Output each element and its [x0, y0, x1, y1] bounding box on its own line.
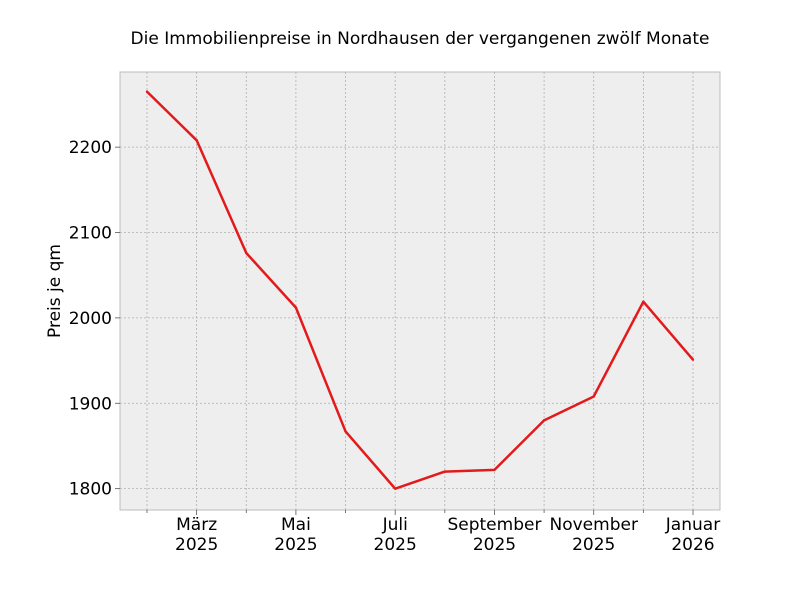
y-tick-label: 2000 [69, 309, 112, 329]
x-tick-label-year: 2025 [374, 535, 417, 555]
data-point [195, 139, 198, 142]
data-point [294, 306, 298, 309]
x-tick-label: September [447, 515, 541, 535]
y-axis-label: Preis je qm [45, 244, 65, 338]
chart-title: Die Immobilienpreise in Nordhausen der v… [131, 29, 710, 49]
price-line [146, 90, 694, 490]
data-point [642, 300, 645, 303]
data-point [542, 419, 546, 422]
x-tick-label-year: 2025 [175, 535, 218, 555]
x-tick-label: November [550, 515, 638, 535]
x-tick-label: Januar [665, 515, 720, 535]
x-tick-label: Mai [281, 515, 311, 535]
axis-ticks: 18001900200021002200März2025Mai2025Juli2… [69, 138, 720, 555]
x-tick-label: Juli [382, 515, 408, 535]
y-tick-label: 1800 [69, 480, 112, 500]
data-point [344, 430, 347, 433]
data-point [443, 470, 447, 473]
x-tick-label-year: 2026 [671, 535, 714, 555]
data-point [245, 251, 248, 255]
x-tick-label-year: 2025 [473, 535, 516, 555]
y-tick-label: 2200 [69, 138, 112, 158]
y-tick-label: 2100 [69, 224, 112, 244]
x-tick-label-year: 2025 [572, 535, 615, 555]
data-point [493, 468, 496, 472]
data-point [691, 358, 695, 361]
y-tick-label: 1900 [69, 394, 112, 414]
grid [120, 72, 720, 510]
data-point [592, 395, 595, 398]
x-tick-label-year: 2025 [274, 535, 317, 555]
data-point [145, 90, 149, 93]
series-layer [145, 90, 695, 490]
plot-area [119, 71, 721, 511]
data-point [393, 487, 397, 490]
x-tick-label: März [176, 515, 217, 535]
